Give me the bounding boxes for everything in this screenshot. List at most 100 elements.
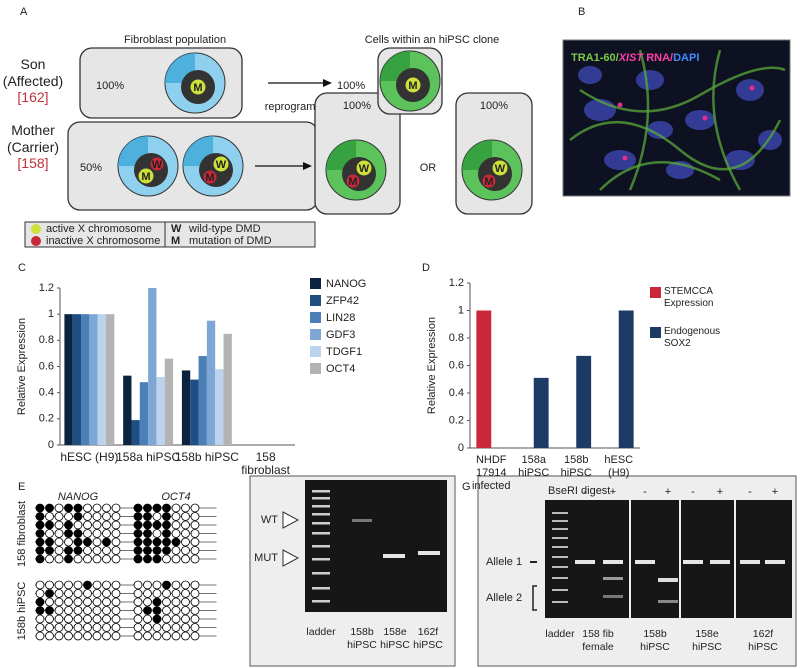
membrane-stain — [569, 119, 782, 171]
cpg-site — [111, 614, 121, 624]
cpg-site — [171, 520, 181, 530]
y-tick-label: 0.2 — [449, 414, 464, 426]
cpg-site — [111, 606, 121, 615]
ladder-band — [552, 546, 568, 548]
cpg-site — [171, 606, 181, 615]
cpg-site — [190, 606, 200, 615]
cpg-site — [54, 589, 64, 598]
membrane-stain — [599, 161, 721, 191]
sample-band — [683, 560, 703, 564]
cpg-site — [133, 537, 143, 547]
cpg-site — [152, 580, 162, 590]
cpg-site — [54, 614, 64, 624]
cpg-site — [45, 631, 54, 641]
legend-label: STEMCCA Expression — [664, 286, 714, 309]
sample-band — [658, 600, 678, 603]
allele-letter: M — [408, 80, 417, 92]
row-label: Mother (Carrier) — [6, 122, 60, 155]
cpg-site — [102, 537, 111, 547]
percent: 100% — [480, 100, 508, 112]
cpg-site — [111, 631, 121, 641]
heading: Cells within an hiPSC clone — [365, 34, 500, 46]
membrane-stain — [579, 66, 786, 113]
nucleus-stain — [736, 79, 764, 101]
active-x — [492, 160, 508, 176]
digest-sign: - — [643, 486, 647, 498]
ladder-band — [312, 545, 330, 548]
legend-key: W — [171, 223, 182, 235]
cpg-site — [102, 614, 111, 624]
cpg-site — [181, 589, 190, 598]
cpg-site — [35, 503, 45, 513]
cpg-site — [190, 589, 200, 598]
cpg-site — [152, 614, 162, 624]
cpg-site — [83, 614, 92, 624]
bar — [72, 314, 82, 445]
cpg-site — [190, 546, 200, 555]
cpg-site — [111, 512, 121, 521]
y-tick-label: 1 — [48, 308, 54, 320]
cpg-site — [45, 546, 54, 555]
ladder-band — [312, 572, 330, 575]
sample-band — [418, 551, 440, 555]
cpg-site — [190, 580, 200, 590]
cpg-site — [73, 623, 83, 632]
digest-sign: - — [691, 486, 695, 498]
rna-dot — [622, 155, 628, 161]
cpg-site — [45, 537, 54, 547]
cpg-site — [35, 546, 45, 555]
cpg-site — [152, 623, 162, 632]
cpg-site — [171, 537, 181, 547]
legend-inactive — [31, 236, 41, 246]
legend-swatch — [310, 363, 321, 374]
cpg-site — [102, 512, 111, 521]
cpg-site — [73, 546, 83, 555]
cpg-site — [181, 606, 190, 615]
cpg-site — [83, 503, 92, 513]
digest-sign: + — [610, 486, 616, 498]
cpg-site — [54, 554, 64, 564]
cpg-site — [143, 631, 152, 641]
cpg-site — [171, 503, 181, 513]
stain-part: DAPI — [673, 52, 699, 64]
cpg-site — [171, 614, 181, 624]
cpg-site — [92, 537, 102, 547]
x-tick-label: 158a hiPSC — [116, 450, 181, 464]
nucleus-stain — [647, 121, 673, 139]
y-tick-label: 0.4 — [39, 387, 54, 399]
cpg-site — [111, 589, 121, 598]
ladder-band — [552, 601, 568, 603]
x-tick-label: NHDF 17914 infected — [471, 454, 511, 492]
cpg-site — [143, 623, 152, 632]
ladder-band — [312, 587, 330, 590]
ladder-band — [552, 589, 568, 591]
cpg-site — [143, 546, 152, 555]
cpg-site — [35, 520, 45, 530]
cpg-site — [64, 580, 73, 590]
legend-active — [31, 224, 41, 234]
legend-swatch — [650, 327, 661, 338]
cpg-site — [111, 537, 121, 547]
bar — [123, 375, 132, 445]
cpg-site — [83, 631, 92, 641]
cpg-site — [152, 537, 162, 547]
separator: OR — [420, 162, 437, 174]
x-tick-label: 158b hiPSC — [174, 450, 239, 464]
cpg-site — [92, 614, 102, 624]
cpg-site — [64, 546, 73, 555]
cpg-site — [111, 520, 121, 530]
legend-swatch — [650, 287, 661, 298]
cpg-site — [83, 597, 92, 607]
cpg-site — [111, 580, 121, 590]
row-label: Son (Affected) — [2, 56, 64, 89]
cpg-site — [92, 546, 102, 555]
cpg-site — [54, 623, 64, 632]
cpg-site — [190, 614, 200, 624]
y-tick-label: 1 — [458, 304, 464, 316]
x-tick-label: hESC (H9) — [60, 450, 119, 464]
cpg-site — [162, 503, 171, 513]
cpg-site — [171, 589, 181, 598]
gene-label: OCT4 — [161, 491, 190, 503]
